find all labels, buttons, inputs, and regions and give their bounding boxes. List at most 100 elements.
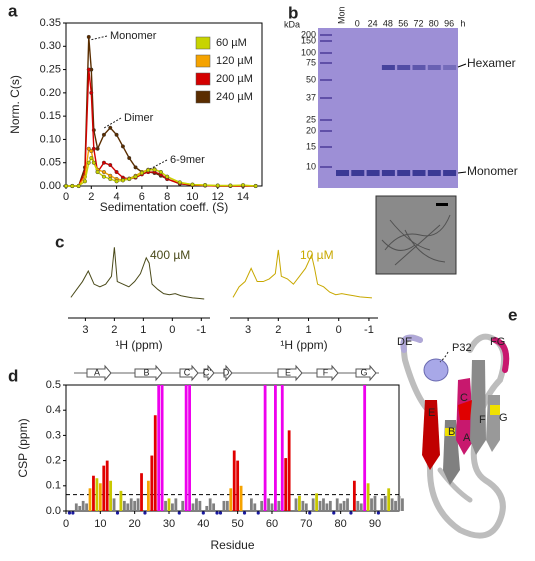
annotation: Dimer (124, 112, 154, 124)
x-tick-label: 2 (88, 191, 94, 203)
lane-label: 56 (398, 18, 408, 28)
data-point (114, 170, 119, 175)
data-point (95, 146, 100, 151)
bar (167, 498, 171, 511)
ladder-band (320, 166, 332, 168)
bar (394, 500, 397, 511)
bar (325, 503, 329, 511)
data-point (86, 34, 91, 39)
bar (225, 500, 229, 511)
x-tick-label: 0 (169, 324, 175, 336)
unassigned-dot (218, 511, 223, 515)
unassigned-dot (215, 511, 219, 515)
legend-label: 120 µM (216, 55, 253, 67)
lane-label: 24 (368, 18, 378, 28)
annotation-arrow (149, 159, 168, 170)
band-arrow (457, 63, 467, 68)
bar (92, 475, 95, 511)
data-point (108, 177, 113, 182)
data-point (139, 170, 144, 175)
scale-bar (436, 203, 448, 206)
bar (198, 500, 202, 511)
strand-label: A (94, 367, 100, 377)
strand-arrow (355, 364, 377, 382)
bar (249, 498, 253, 511)
data-point (101, 132, 106, 137)
p32-sphere (423, 358, 449, 382)
legend-swatch (195, 36, 211, 50)
structure-label: P32 (452, 342, 472, 354)
bar (366, 483, 370, 511)
data-point (82, 179, 87, 184)
data-point (253, 183, 258, 188)
band-arrow (457, 171, 467, 174)
bar (129, 498, 133, 511)
bar (126, 503, 130, 511)
hexamer-band (427, 65, 441, 70)
strand-label: D (223, 367, 230, 377)
data-point (86, 67, 91, 72)
bar (157, 385, 161, 511)
bar (363, 385, 367, 511)
bar (356, 500, 360, 511)
x-tick-label: 50 (232, 518, 244, 530)
bar (122, 500, 126, 511)
data-point (101, 170, 106, 175)
marker-label: 150 (301, 35, 316, 45)
hexamer-band (412, 65, 426, 70)
data-point (114, 132, 119, 137)
x-tick-label: 30 (163, 518, 175, 530)
data-point (89, 90, 94, 95)
x-tick-label: 20 (129, 518, 141, 530)
bar (174, 498, 178, 511)
y-tick-label: 0.0 (46, 505, 61, 517)
bar (294, 498, 298, 511)
data-point (101, 174, 106, 179)
data-point (215, 183, 220, 188)
strand-arrow (203, 364, 215, 382)
unassigned-dot (143, 511, 147, 515)
x-tick-label: 10 (186, 191, 198, 203)
unassigned-dot (71, 511, 75, 515)
lane-label: 96 (444, 18, 454, 28)
bar (222, 500, 226, 511)
bar (236, 460, 240, 511)
bar (284, 458, 288, 511)
structure-label: FG (490, 336, 505, 348)
bar (232, 450, 236, 511)
ladder-band (320, 146, 332, 148)
plot-frame (65, 22, 263, 187)
lane-label: 48 (383, 18, 393, 28)
x-axis-label: Residue (210, 538, 254, 552)
bar (119, 490, 123, 511)
x-tick-label: 2 (275, 324, 281, 336)
data-point (120, 178, 125, 183)
unassigned-dot (376, 511, 381, 515)
band-label: Hexamer (467, 56, 516, 70)
bar (140, 473, 143, 511)
y-tick-label: 0.05 (40, 157, 61, 169)
lane-label: 0 (355, 18, 360, 28)
legend-swatch (195, 72, 211, 86)
x-tick-label: 2 (111, 324, 117, 336)
structure-label: E (428, 407, 435, 419)
gel (318, 28, 458, 188)
x-axis-label: ¹H (ppm) (115, 338, 162, 352)
bar (195, 498, 198, 511)
bar (153, 415, 157, 511)
ladder-band (320, 79, 332, 81)
bar (335, 498, 339, 511)
data-point (91, 146, 96, 151)
data-point (203, 183, 208, 188)
bar (105, 460, 109, 511)
marker-label: 37 (306, 92, 316, 102)
bar (328, 500, 332, 511)
y-tick-label: 0.25 (40, 63, 61, 75)
spectrum-label: 400 µM (150, 248, 190, 262)
time-unit: h (460, 18, 465, 28)
unassigned-dot (256, 511, 260, 515)
data-point (120, 144, 125, 149)
strand-label: E (285, 367, 291, 377)
x-tick-label: 12 (212, 191, 224, 203)
